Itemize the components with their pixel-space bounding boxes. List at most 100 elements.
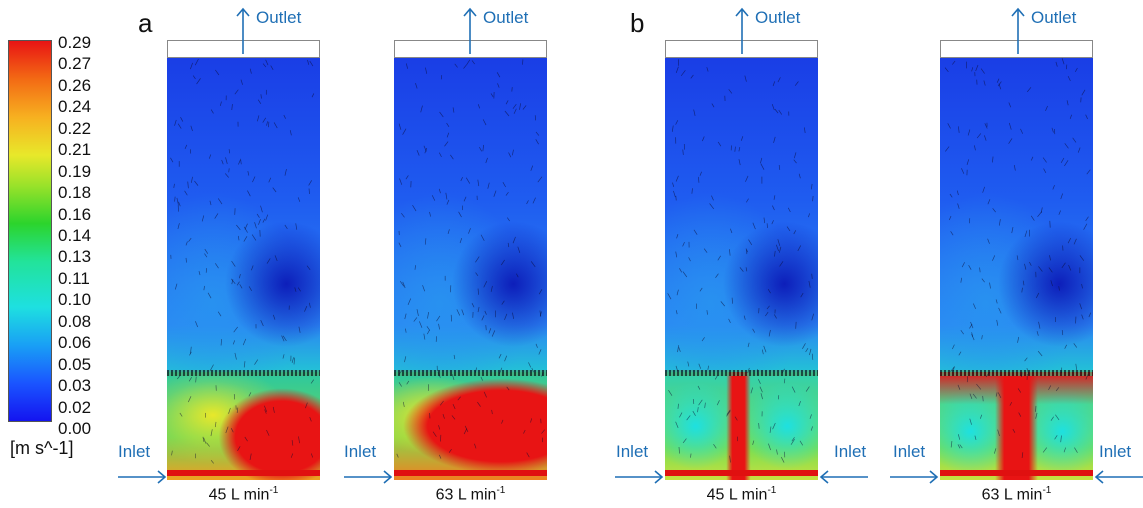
velocity-vector xyxy=(439,111,444,118)
velocity-vector xyxy=(177,123,182,129)
velocity-vector xyxy=(407,298,412,306)
velocity-vector xyxy=(173,183,175,188)
inlet-jet xyxy=(940,470,1093,476)
velocity-vector xyxy=(184,144,188,150)
velocity-vector xyxy=(466,59,471,66)
velocity-vector xyxy=(477,401,481,407)
velocity-vector xyxy=(396,453,399,458)
velocity-vector xyxy=(208,154,212,159)
inlet-arrow-icon xyxy=(344,470,393,484)
velocity-vector xyxy=(1020,128,1024,134)
velocity-vector xyxy=(228,168,230,173)
velocity-vector xyxy=(677,345,680,353)
velocity-vector xyxy=(945,146,950,152)
colorbar-tick-label: 0.00 xyxy=(58,419,92,438)
velocity-vector xyxy=(992,255,996,261)
velocity-vector xyxy=(439,454,442,459)
velocity-vector xyxy=(728,89,733,94)
velocity-vector xyxy=(699,171,702,176)
inlet-label: Inlet xyxy=(834,442,867,461)
outlet-arrow-icon xyxy=(463,7,477,54)
lower-flow-field xyxy=(167,372,320,480)
velocity-vector xyxy=(465,177,471,184)
velocity-vector xyxy=(778,164,781,170)
velocity-vector xyxy=(974,145,976,151)
velocity-vector xyxy=(982,395,984,402)
velocity-vector xyxy=(1060,157,1065,163)
velocity-vector xyxy=(273,122,278,129)
velocity-vector xyxy=(675,175,679,182)
velocity-vector xyxy=(461,309,465,316)
velocity-vector xyxy=(306,265,311,270)
velocity-vector xyxy=(178,201,181,207)
velocity-vector xyxy=(1067,237,1072,244)
velocity-vector xyxy=(979,414,983,419)
velocity-vector xyxy=(996,319,999,326)
velocity-vector xyxy=(210,460,214,464)
velocity-vector xyxy=(448,449,452,453)
velocity-vector xyxy=(760,163,765,170)
velocity-vector xyxy=(214,213,219,219)
velocity-vector xyxy=(743,315,746,320)
velocity-vector xyxy=(969,393,973,400)
velocity-vector xyxy=(202,436,205,443)
velocity-vector xyxy=(959,444,963,449)
velocity-vector xyxy=(508,152,512,158)
velocity-vector xyxy=(265,59,269,66)
colorbar-tick-label: 0.24 xyxy=(58,97,92,117)
velocity-vector xyxy=(1008,102,1012,108)
velocity-vector xyxy=(772,81,776,87)
velocity-vector xyxy=(1060,435,1062,443)
velocity-vector xyxy=(528,362,532,368)
velocity-vector xyxy=(412,204,417,212)
velocity-vector xyxy=(752,440,755,445)
velocity-vector xyxy=(1055,414,1060,421)
velocity-vector xyxy=(691,188,693,194)
upper-flow-field xyxy=(167,58,320,372)
velocity-vector xyxy=(210,109,214,114)
velocity-vector xyxy=(1048,385,1052,391)
velocity-vector xyxy=(1055,61,1058,67)
velocity-vector xyxy=(992,156,994,163)
velocity-vector xyxy=(768,443,771,451)
velocity-vector xyxy=(295,223,298,230)
velocity-vector xyxy=(228,407,231,414)
velocity-vector xyxy=(512,236,516,244)
velocity-vector xyxy=(1038,321,1041,329)
velocity-vector xyxy=(1075,67,1078,72)
velocity-vector xyxy=(989,282,991,289)
velocity-vector xyxy=(701,136,705,142)
velocity-vector xyxy=(488,328,492,334)
velocity-vector xyxy=(995,299,998,304)
velocity-vector xyxy=(811,313,814,321)
velocity-vector xyxy=(523,429,526,434)
velocity-vector xyxy=(715,273,719,278)
velocity-vector xyxy=(1035,412,1038,419)
velocity-vector xyxy=(1038,266,1043,272)
velocity-vector xyxy=(293,357,296,365)
velocity-vector xyxy=(217,311,222,317)
velocity-vector xyxy=(769,426,772,433)
inlet-label: Inlet xyxy=(1099,442,1132,461)
velocity-vector xyxy=(1017,336,1020,343)
velocity-vector xyxy=(773,136,776,143)
velocity-vector xyxy=(984,135,987,141)
velocity-vector xyxy=(283,114,286,119)
velocity-vector xyxy=(309,60,314,67)
velocity-vector xyxy=(415,83,418,89)
velocity-vector xyxy=(201,215,205,222)
velocity-vector xyxy=(957,203,960,209)
velocity-vector xyxy=(765,311,769,317)
velocity-vector xyxy=(707,365,709,370)
velocity-vector xyxy=(690,453,692,458)
velocity-vector xyxy=(262,63,267,68)
velocity-vector xyxy=(290,453,294,458)
velocity-vector xyxy=(1088,312,1092,318)
velocity-vector xyxy=(438,425,441,430)
velocity-vector xyxy=(512,103,517,109)
velocity-vector xyxy=(531,367,534,373)
velocity-vector xyxy=(1008,122,1012,130)
velocity-vector xyxy=(767,289,771,294)
velocity-vector xyxy=(779,261,784,267)
velocity-vector xyxy=(305,402,308,409)
